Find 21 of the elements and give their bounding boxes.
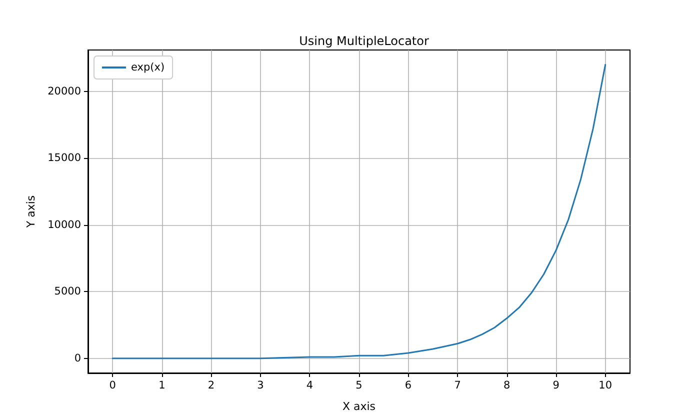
- x-tick-label: 5: [356, 380, 362, 392]
- x-tick-label: 2: [208, 380, 215, 392]
- x-tick-label: 7: [454, 380, 461, 392]
- y-axis-title: Y axis: [24, 195, 38, 229]
- x-tick-label: 8: [503, 380, 510, 392]
- y-tick-label: 5000: [54, 286, 81, 298]
- legend-label: exp(x): [131, 62, 165, 74]
- chart-title: Using MultipleLocator: [299, 34, 429, 48]
- y-tick-label: 15000: [48, 152, 81, 164]
- y-tick-label: 10000: [48, 218, 81, 231]
- line-series: [112, 64, 606, 360]
- x-tick-label: 6: [404, 380, 412, 392]
- x-axis-title: X axis: [342, 400, 376, 413]
- y-tick-label: 0: [74, 352, 81, 364]
- x-tick-label: 10: [598, 380, 612, 392]
- x-tick-label: 9: [552, 380, 560, 392]
- x-tick-label: 4: [306, 380, 314, 392]
- y-tick-label: 20000: [48, 85, 81, 98]
- x-tick-label: 1: [158, 380, 166, 392]
- x-tick-label: 0: [109, 380, 116, 392]
- x-tick-label: 3: [257, 380, 264, 392]
